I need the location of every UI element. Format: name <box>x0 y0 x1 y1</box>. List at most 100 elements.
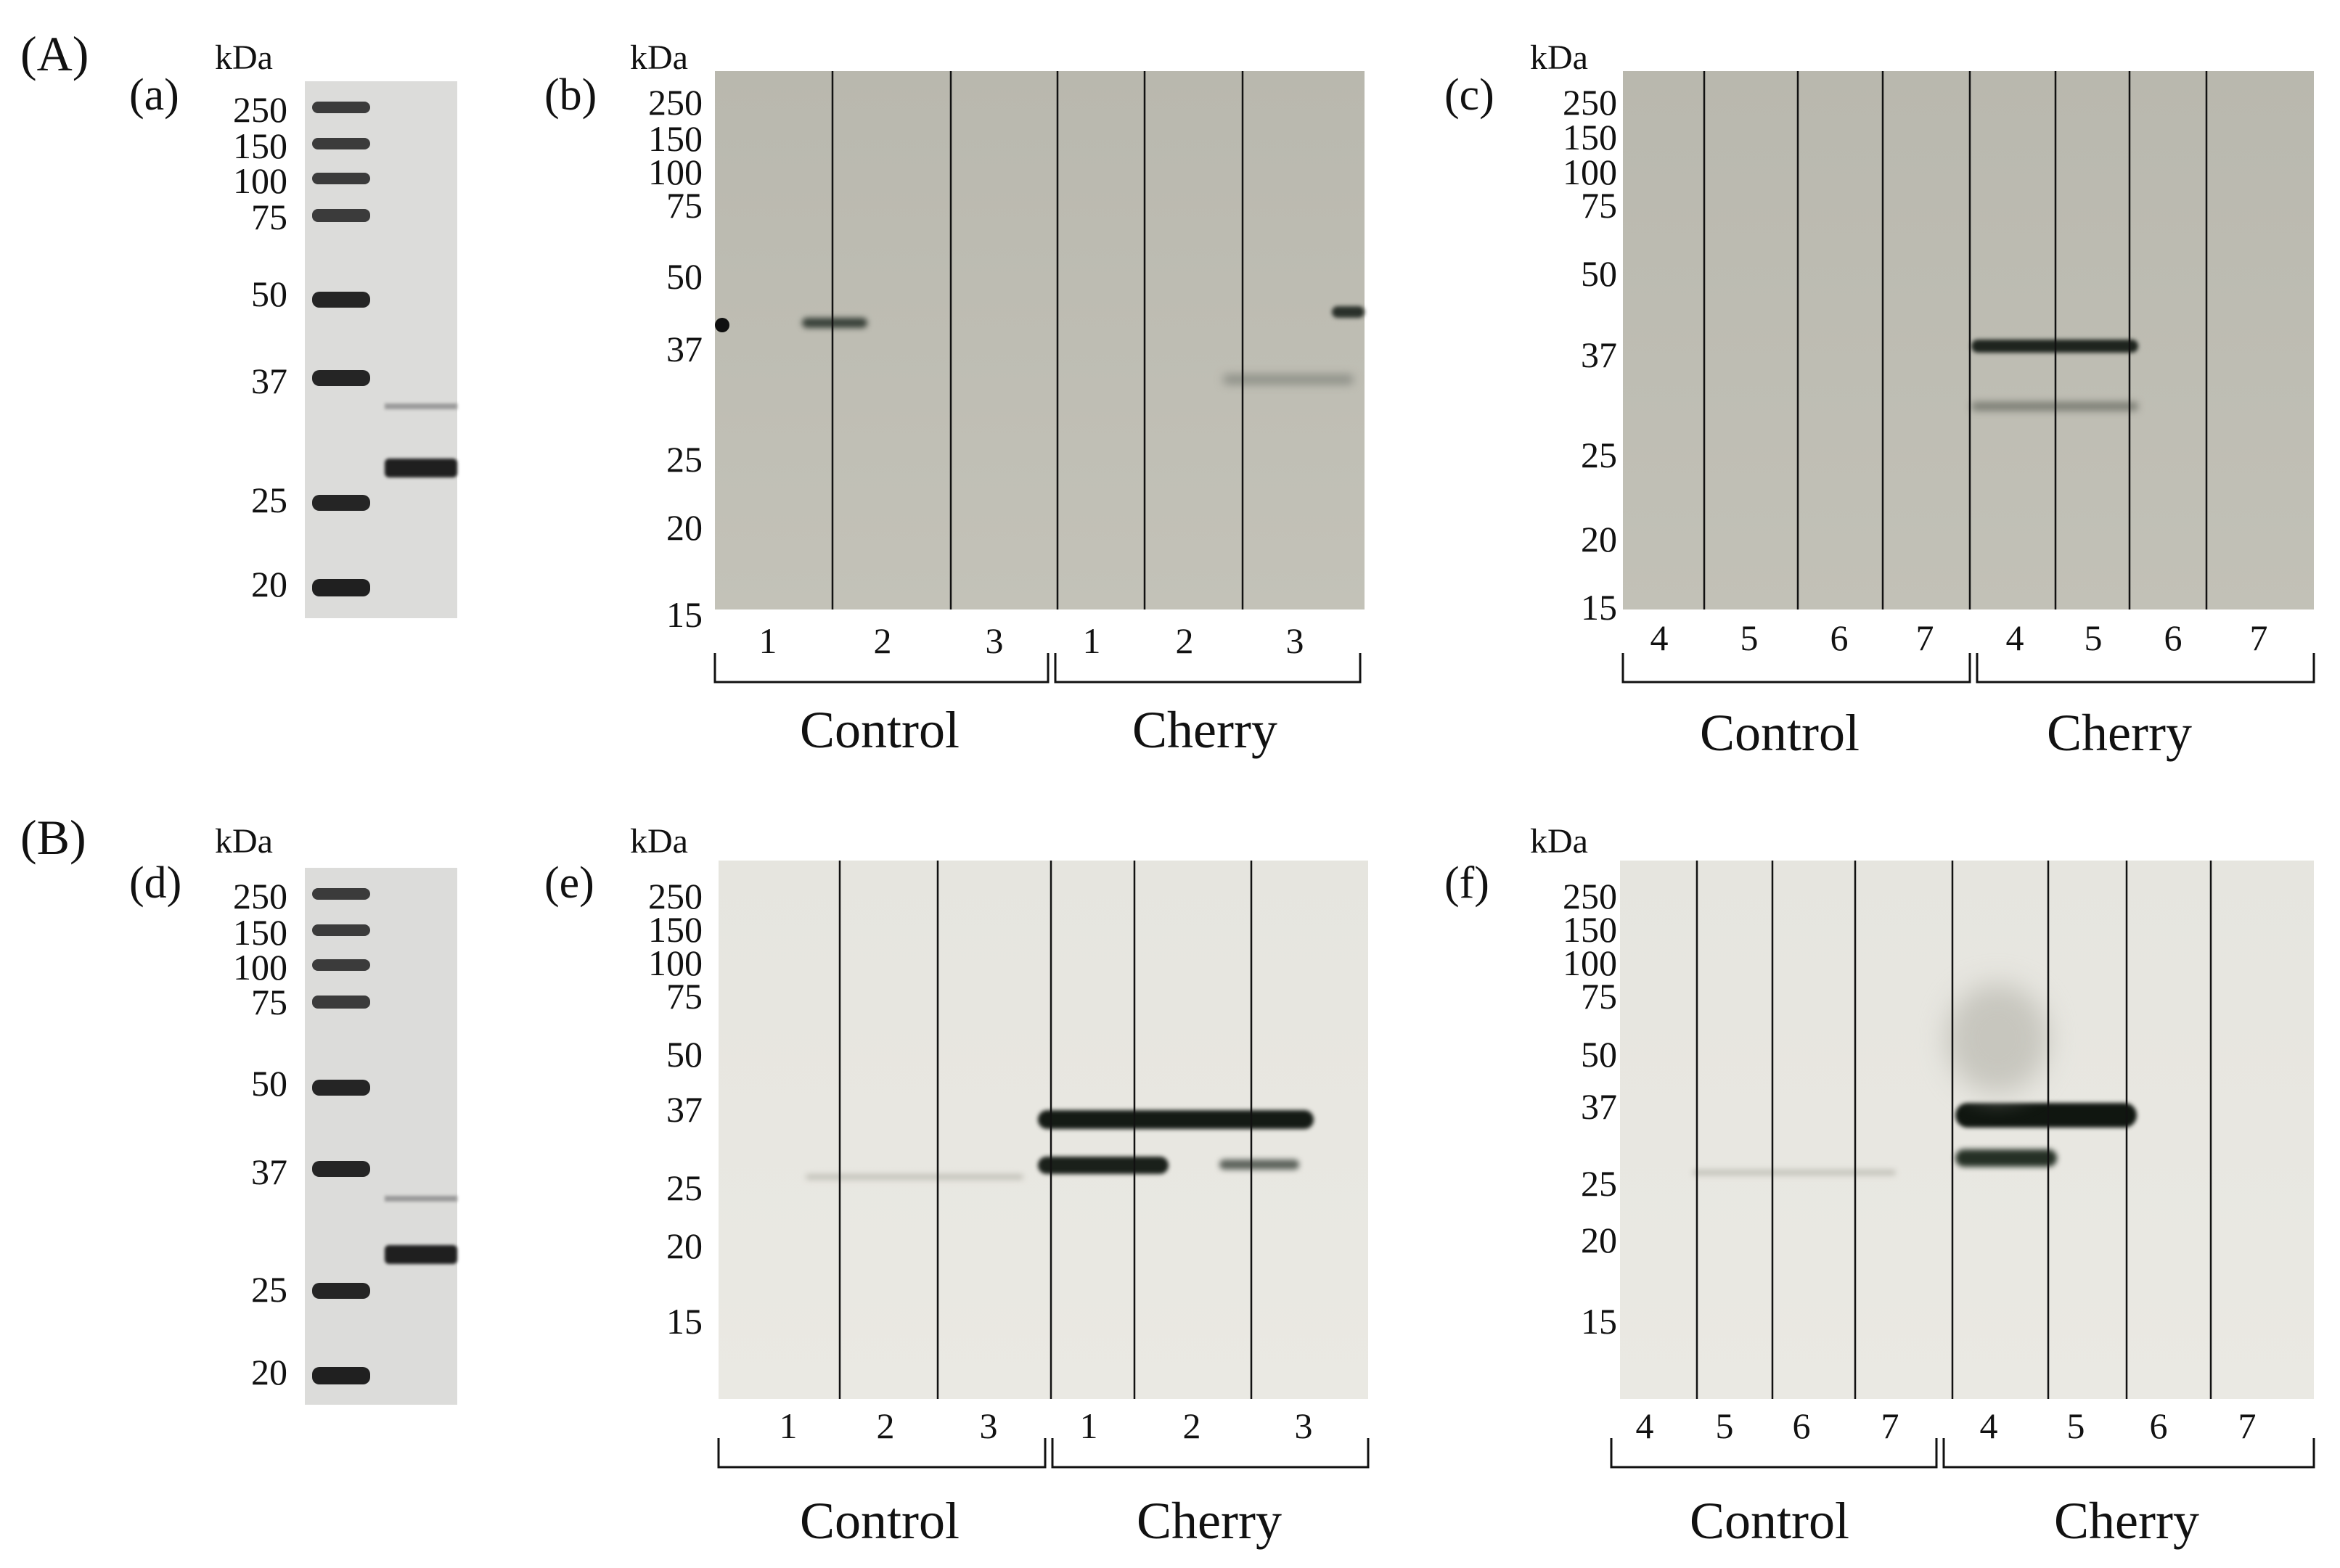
ladder-band-20 <box>312 579 370 596</box>
lane-c-control-5: 5 <box>1740 617 1759 658</box>
marker-c-250: 250 <box>1563 82 1617 123</box>
ladder-band-50 <box>312 1080 370 1096</box>
marker-b-25: 25 <box>666 439 703 480</box>
marker-a-50: 50 <box>251 274 287 314</box>
marker-e-100: 100 <box>648 943 703 983</box>
lane-f-control-5: 5 <box>1715 1405 1734 1446</box>
marker-d-100: 100 <box>233 947 287 988</box>
marker-b-20: 20 <box>666 507 703 548</box>
marker-b-100: 100 <box>648 152 703 192</box>
ladder-band-250 <box>312 102 370 113</box>
ladder-band-37 <box>312 1161 370 1177</box>
lane-f-control-6: 6 <box>1792 1405 1811 1446</box>
kda-label-e: kDa <box>630 822 688 861</box>
marker-d-25: 25 <box>251 1269 287 1310</box>
lane-c-control-4: 4 <box>1650 617 1669 658</box>
group-b-cherry: Cherry <box>1132 701 1277 759</box>
ladder-band-50 <box>312 292 370 308</box>
ladder-band-150 <box>312 924 370 936</box>
marker-f-20: 20 <box>1581 1220 1617 1260</box>
lane-c-cherry-5: 5 <box>2084 617 2103 658</box>
marker-c-25: 25 <box>1581 435 1617 475</box>
panel-label-a: (a) <box>129 70 179 120</box>
sample-band-26kda <box>385 1245 457 1264</box>
ladder-band-100 <box>312 173 370 184</box>
lane-f-control-7: 7 <box>1881 1405 1899 1446</box>
marker-e-75: 75 <box>666 976 703 1017</box>
band-cherry-3-37kda <box>1332 306 1365 318</box>
blot-e <box>719 861 1368 1399</box>
lane-e-cherry-1: 1 <box>1079 1405 1098 1446</box>
marker-f-100: 100 <box>1563 943 1617 983</box>
bracket-control <box>717 1438 1047 1469</box>
panel-label-f: (f) <box>1444 858 1489 908</box>
panel-label-d: (d) <box>129 858 182 908</box>
bracket-control <box>713 653 1050 684</box>
lane-b-cherry-3: 3 <box>1285 620 1304 661</box>
group-f-control: Control <box>1689 1492 1849 1550</box>
marker-f-25: 25 <box>1581 1163 1617 1204</box>
marker-b-250: 250 <box>648 82 703 123</box>
smear-cherry-4 <box>1947 984 2048 1093</box>
blot-b <box>715 71 1365 609</box>
lane-c-cherry-7: 7 <box>2249 617 2268 658</box>
marker-d-75: 75 <box>251 982 287 1022</box>
bracket-cherry <box>1051 1438 1370 1469</box>
ladder-band-100 <box>312 959 370 971</box>
band-cherry-3-28kda <box>1219 1159 1299 1170</box>
lane-f-cherry-4: 4 <box>1979 1405 1998 1446</box>
lane-f-cherry-6: 6 <box>2149 1405 2168 1446</box>
panel-label-b: (b) <box>544 70 597 120</box>
marker-f-250: 250 <box>1563 876 1617 916</box>
marker-b-150: 150 <box>648 118 703 159</box>
group-e-control: Control <box>799 1492 960 1550</box>
marker-e-50: 50 <box>666 1034 703 1075</box>
lane-f-control-4: 4 <box>1635 1405 1654 1446</box>
lane-b-control-3: 3 <box>985 620 1004 661</box>
lane-f-cherry-5: 5 <box>2066 1405 2085 1446</box>
marker-b-50: 50 <box>666 256 703 297</box>
ladder-band-25 <box>312 495 370 511</box>
ladder-band-20 <box>312 1367 370 1384</box>
marker-b-75: 75 <box>666 185 703 226</box>
band-cherry-3-faint <box>1223 374 1354 385</box>
lane-e-control-2: 2 <box>876 1405 895 1446</box>
group-b-control: Control <box>799 701 960 759</box>
kda-label-a: kDa <box>215 38 273 77</box>
lane-b-control-2: 2 <box>873 620 892 661</box>
gel-d <box>305 868 457 1405</box>
marker-d-20: 20 <box>251 1352 287 1392</box>
bracket-cherry <box>1942 1438 2315 1469</box>
marker-e-15: 15 <box>666 1301 703 1342</box>
marker-d-50: 50 <box>251 1063 287 1104</box>
lane-b-cherry-1: 1 <box>1082 620 1101 661</box>
marker-a-20: 20 <box>251 564 287 604</box>
bracket-control <box>1610 1438 1938 1469</box>
lane-e-cherry-3: 3 <box>1294 1405 1313 1446</box>
lane-b-cherry-2: 2 <box>1175 620 1194 661</box>
section-label-b: (B) <box>20 810 86 865</box>
marker-e-20: 20 <box>666 1226 703 1266</box>
kda-label-c: kDa <box>1530 38 1588 77</box>
lane-e-control-3: 3 <box>979 1405 998 1446</box>
marker-a-75: 75 <box>251 197 287 237</box>
band-cherry-37kda <box>1955 1103 2137 1128</box>
marker-a-25: 25 <box>251 480 287 520</box>
marker-e-37: 37 <box>666 1089 703 1130</box>
sample-band-faint <box>385 403 457 409</box>
marker-a-100: 100 <box>233 160 287 201</box>
panel-label-c: (c) <box>1444 70 1494 120</box>
marker-d-150: 150 <box>233 912 287 953</box>
lane-c-cherry-4: 4 <box>2005 617 2024 658</box>
marker-f-75: 75 <box>1581 976 1617 1017</box>
group-c-control: Control <box>1699 704 1860 762</box>
marker-c-75: 75 <box>1581 185 1617 226</box>
band-control-faint <box>806 1174 1023 1180</box>
marker-c-20: 20 <box>1581 519 1617 559</box>
group-e-cherry: Cherry <box>1137 1492 1282 1550</box>
marker-a-250: 250 <box>233 89 287 130</box>
band-cherry-37kda <box>1038 1110 1314 1129</box>
ladder-band-75 <box>312 996 370 1009</box>
sample-band-faint <box>385 1196 457 1202</box>
